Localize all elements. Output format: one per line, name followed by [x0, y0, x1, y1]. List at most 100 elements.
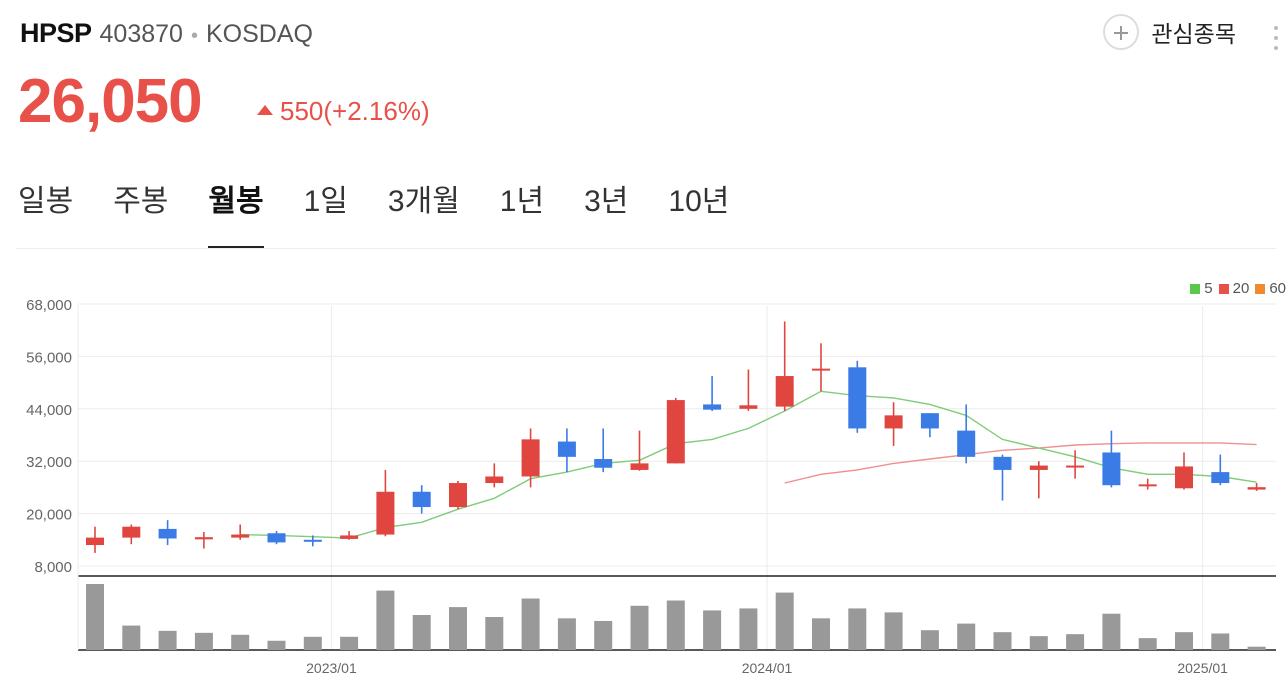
candle-body — [86, 537, 104, 546]
volume-bar — [594, 620, 613, 650]
volume-bar — [1175, 632, 1193, 650]
candle-body — [1029, 465, 1048, 470]
volume-bar — [884, 612, 903, 650]
volume-bar — [1029, 636, 1048, 650]
candle-body — [666, 400, 685, 464]
candle-body — [812, 368, 830, 371]
ma5-line — [240, 390, 1257, 539]
y-tick-label: 20,000 — [26, 507, 72, 524]
candle-body — [1211, 472, 1230, 484]
watchlist-button[interactable]: 관심종목 — [1103, 14, 1236, 50]
tab-10-years[interactable]: 10년 — [668, 185, 730, 218]
tab-3-years[interactable]: 3년 — [584, 185, 629, 218]
y-tick-label: 68,000 — [26, 297, 72, 314]
x-tick-label: 2024/01 — [742, 660, 793, 676]
volume-bar — [957, 623, 976, 650]
stock-code: 403870 — [99, 20, 183, 48]
candle-body — [557, 441, 576, 457]
legend-ma60-swatch — [1255, 283, 1266, 294]
candle-body — [884, 415, 903, 429]
market-name: KOSDAQ — [205, 20, 313, 48]
legend-ma20-swatch — [1218, 283, 1229, 294]
watchlist-label: 관심종목 — [1151, 21, 1236, 47]
volume-bar — [1102, 613, 1121, 650]
legend-ma20-label: 20 — [1232, 280, 1250, 297]
candle-body — [1066, 465, 1085, 468]
candle-body — [449, 483, 467, 508]
plus-icon — [1103, 14, 1140, 50]
volume-bar — [267, 640, 286, 650]
candle-body — [521, 439, 540, 477]
candle-body — [231, 534, 250, 538]
volume-bar — [86, 584, 104, 650]
more-options-icon[interactable] — [1272, 22, 1280, 52]
volume-bar — [557, 618, 576, 650]
y-tick-label: 56,000 — [26, 349, 72, 366]
volume-bar — [340, 636, 359, 650]
current-price: 26,050 — [18, 67, 203, 136]
tab-daily[interactable]: 일봉 — [18, 185, 74, 218]
candle-body — [630, 463, 649, 470]
ma-legend: 5 20 60 — [1184, 280, 1286, 297]
candle-body — [848, 367, 867, 429]
volume-bar — [521, 598, 540, 650]
candle-body — [1175, 466, 1193, 489]
tab-monthly[interactable]: 월봉 — [208, 176, 264, 248]
x-tick-label: 2023/01 — [306, 660, 357, 676]
legend-ma20: 20 — [1218, 280, 1250, 297]
volume-bar — [376, 590, 395, 650]
candle-body — [739, 405, 758, 409]
candle-body — [1138, 484, 1157, 487]
volume-bar — [1066, 634, 1085, 650]
legend-ma60: 60 — [1255, 280, 1286, 297]
stock-name: HPSP — [20, 18, 92, 48]
candle-body — [993, 456, 1012, 470]
legend-ma5-swatch — [1190, 283, 1201, 294]
separator-dot: • — [190, 25, 198, 47]
candle-body — [303, 539, 322, 542]
ma20-line — [784, 442, 1257, 484]
y-tick-label: 32,000 — [26, 454, 72, 471]
price-change-value: 550(+2.16%) — [280, 96, 430, 126]
volume-bar — [485, 617, 504, 650]
volume-bar — [630, 605, 649, 650]
volume-bar — [194, 632, 213, 650]
price-change: 550(+2.16%) — [257, 96, 430, 127]
candle-body — [594, 459, 613, 468]
candle-body — [267, 533, 286, 543]
price-chart[interactable]: 68,000 56,000 44,000 32,000 20,000 8,000 2023/… — [0, 290, 1288, 692]
up-triangle-icon — [257, 104, 273, 115]
title-row: HPSP 403870 • KOSDAQ — [20, 18, 313, 49]
candle-body — [920, 413, 939, 429]
volume-bar — [775, 592, 794, 650]
candle-body — [1247, 487, 1266, 490]
tab-1-day[interactable]: 1일 — [303, 185, 348, 218]
volume-bar — [1247, 646, 1266, 650]
period-tabs: 일봉 주봉 월봉 1일 3개월 1년 3년 10년 — [18, 176, 769, 248]
volume-bar — [848, 608, 867, 650]
tab-1-year[interactable]: 1년 — [499, 185, 545, 218]
tabs-divider — [16, 248, 1276, 249]
candle-body — [703, 404, 722, 410]
tab-3-months[interactable]: 3개월 — [387, 185, 460, 218]
x-tick-label: 2025/01 — [1177, 660, 1228, 676]
volume-bar — [158, 630, 177, 650]
legend-ma5: 5 — [1190, 280, 1213, 297]
volume-bar — [993, 632, 1012, 650]
volume-bar — [739, 608, 758, 650]
candle-body — [412, 491, 431, 508]
candle-body — [775, 376, 794, 407]
candle-body — [194, 537, 213, 540]
volume-bar — [303, 636, 322, 650]
tab-weekly[interactable]: 주봉 — [113, 185, 169, 218]
volume-bar — [1211, 633, 1230, 650]
candle-body — [957, 430, 976, 457]
candle-body — [1102, 452, 1121, 486]
candle-body — [485, 476, 504, 484]
volume-bar — [231, 634, 250, 650]
volume-bar — [122, 625, 141, 650]
legend-ma5-label: 5 — [1204, 280, 1213, 297]
y-tick-label: 8,000 — [34, 559, 72, 576]
volume-bar — [449, 607, 467, 650]
candle-body — [122, 526, 141, 538]
